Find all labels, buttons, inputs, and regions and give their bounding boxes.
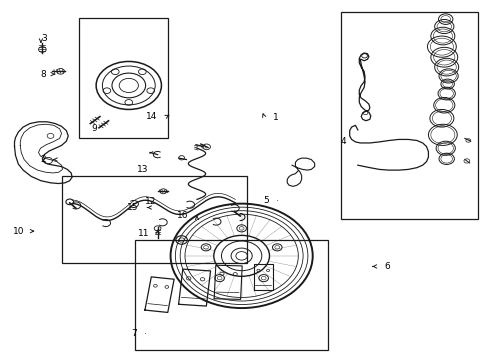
Text: 6: 6 xyxy=(384,262,390,271)
Text: 7: 7 xyxy=(131,329,137,338)
Text: 5: 5 xyxy=(263,196,269,205)
Text: 10: 10 xyxy=(13,227,24,236)
Text: 14: 14 xyxy=(146,112,158,121)
Text: 15: 15 xyxy=(127,203,138,212)
Text: 16: 16 xyxy=(177,211,188,220)
Text: 1: 1 xyxy=(273,113,279,122)
Text: 13: 13 xyxy=(137,165,148,174)
Text: 9: 9 xyxy=(91,124,97,133)
Text: 3: 3 xyxy=(41,34,47,43)
Text: 8: 8 xyxy=(40,70,46,79)
Text: 4: 4 xyxy=(340,138,346,147)
Text: 11: 11 xyxy=(138,229,149,238)
Text: 2: 2 xyxy=(40,155,46,164)
Text: 12: 12 xyxy=(145,197,156,206)
